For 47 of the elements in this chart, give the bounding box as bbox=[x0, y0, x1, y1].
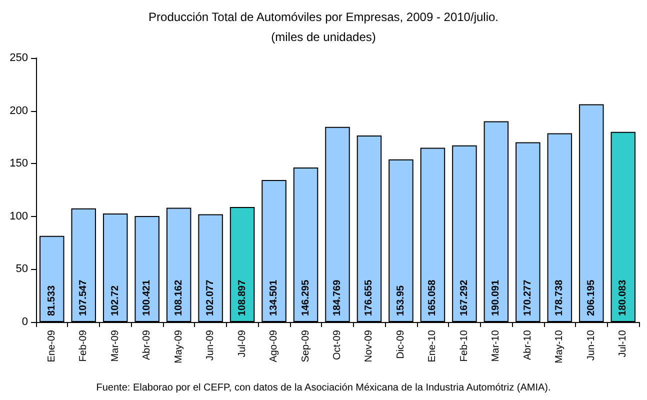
y-tick-label: 200 bbox=[10, 104, 28, 117]
data-label: 170.277 bbox=[522, 279, 534, 316]
x-tick-label: Jun-10 bbox=[586, 330, 597, 361]
source-note: Fuente: Elaborao por el CEFP, con datos de la Asociación Méxicana de la Industria Automótriz (AMIA). bbox=[96, 382, 551, 394]
x-tick-label: Jul-09 bbox=[236, 330, 248, 358]
data-label: 167.292 bbox=[458, 279, 470, 316]
data-label: 102.72 bbox=[110, 284, 121, 316]
data-label: 108.897 bbox=[236, 279, 248, 316]
data-label: 107.547 bbox=[78, 279, 90, 316]
data-label: 190.091 bbox=[490, 279, 502, 316]
x-tick-label: Ene-10 bbox=[427, 330, 438, 362]
data-label: 81.533 bbox=[46, 284, 58, 316]
x-tick-label: Dic-09 bbox=[395, 330, 406, 359]
data-label: 108.162 bbox=[173, 279, 184, 316]
data-label: 176.655 bbox=[364, 279, 375, 316]
data-label: 146.295 bbox=[300, 279, 312, 316]
x-tick-label: Ago-09 bbox=[268, 330, 280, 362]
x-tick-label: May-09 bbox=[173, 330, 184, 364]
x-tick-label: Nov-09 bbox=[364, 330, 375, 362]
data-label: 184.769 bbox=[332, 279, 343, 316]
x-tick-label: Mar-09 bbox=[110, 330, 121, 362]
x-tick-label: Ene-09 bbox=[46, 330, 58, 362]
data-label: 100.421 bbox=[142, 279, 153, 316]
x-tick-label: Jul-10 bbox=[618, 330, 629, 358]
x-tick-label: Feb-10 bbox=[458, 330, 470, 362]
chart-subtitle: (miles de unidades) bbox=[271, 30, 376, 44]
x-tick-label: Abr-10 bbox=[522, 330, 534, 360]
data-label: 153.95 bbox=[395, 284, 406, 316]
x-tick-label: Jun-09 bbox=[205, 330, 216, 361]
y-tick-label: 100 bbox=[10, 210, 28, 222]
data-label: 102.077 bbox=[205, 279, 216, 316]
data-label: 206.195 bbox=[586, 279, 597, 316]
y-tick-label: 150 bbox=[10, 158, 28, 170]
x-tick-label: Sep-09 bbox=[300, 330, 312, 362]
data-label: 165.058 bbox=[427, 279, 438, 316]
y-tick-label: 250 bbox=[10, 52, 28, 64]
data-label: 178.738 bbox=[554, 279, 566, 316]
x-tick-label: Mar-10 bbox=[490, 330, 502, 362]
data-label: 180.083 bbox=[618, 279, 629, 316]
x-tick-label: Abr-09 bbox=[142, 330, 153, 360]
y-tick-label: 0 bbox=[22, 316, 28, 328]
chart-title: Producción Total de Automóviles por Empresas, 2009 - 2010/julio. bbox=[148, 10, 498, 24]
x-tick-label: Feb-09 bbox=[78, 330, 90, 362]
x-tick-label: Oct-09 bbox=[332, 330, 343, 360]
y-tick-label: 50 bbox=[16, 263, 28, 276]
x-tick-label: May-10 bbox=[554, 330, 566, 364]
data-label: 134.501 bbox=[268, 279, 280, 316]
